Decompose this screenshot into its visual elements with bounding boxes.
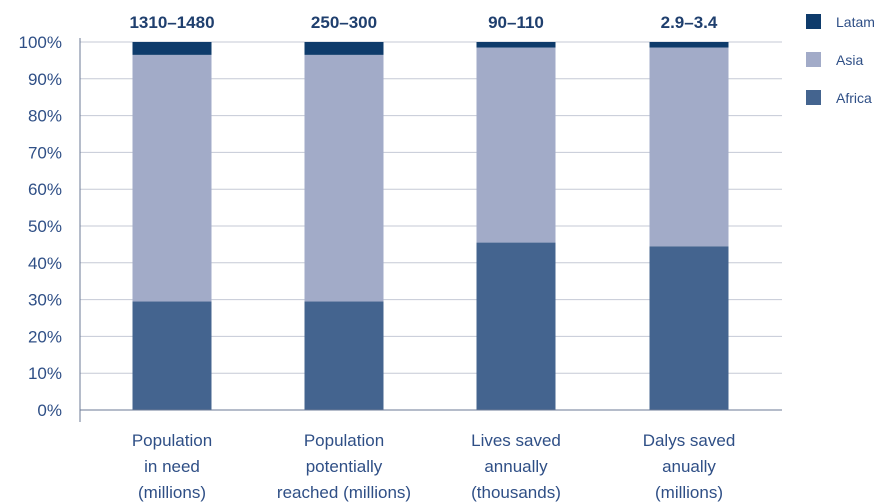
- bar-segment-asia: [649, 47, 729, 247]
- bar-top-labels: 1310–1480 250–300 90–110 2.9–3.4: [129, 13, 717, 32]
- y-tick-label: 40%: [28, 254, 62, 273]
- bar-segment-asia: [304, 54, 384, 302]
- legend: Latam Asia Africa: [806, 14, 875, 106]
- bar-top-label: 250–300: [311, 13, 377, 32]
- legend-swatch-africa: [806, 90, 821, 105]
- y-tick-label: 60%: [28, 180, 62, 199]
- legend-label-latam: Latam: [836, 14, 875, 30]
- y-axis-tick-labels: 0% 10% 20% 30% 40% 50% 60% 70% 80% 90% 100%: [19, 33, 62, 420]
- y-tick-label: 0%: [37, 401, 62, 420]
- y-tick-label: 90%: [28, 70, 62, 89]
- axes: [79, 38, 782, 422]
- category-label: Population in need (millions): [132, 431, 212, 502]
- legend-label-asia: Asia: [836, 52, 863, 68]
- y-tick-label: 70%: [28, 143, 62, 162]
- bar-top-label: 90–110: [488, 13, 544, 32]
- bar-segment-latam: [132, 42, 212, 55]
- bar-segment-asia: [132, 54, 212, 302]
- bar-segment-africa: [132, 301, 212, 410]
- bar-segment-latam: [304, 42, 384, 55]
- y-tick-label: 10%: [28, 364, 62, 383]
- bar-segment-africa: [476, 242, 556, 410]
- category-label: Dalys saved anually (millions): [643, 431, 736, 502]
- category-label: Population potentially reached (millions): [277, 431, 411, 502]
- y-tick-label: 20%: [28, 327, 62, 346]
- category-label: Lives saved annually (thousands): [471, 431, 561, 502]
- bar-segment-latam: [476, 42, 556, 48]
- bar-top-label: 2.9–3.4: [661, 13, 718, 32]
- y-tick-label: 50%: [28, 217, 62, 236]
- bar-segment-africa: [304, 301, 384, 410]
- bars: [132, 42, 729, 410]
- legend-swatch-asia: [806, 52, 821, 67]
- category-labels: Population in need (millions) Population pot…: [132, 431, 735, 502]
- legend-swatch-latam: [806, 14, 821, 29]
- legend-label-africa: Africa: [836, 90, 872, 106]
- bar-segment-latam: [649, 42, 729, 48]
- bar-segment-asia: [476, 47, 556, 243]
- bar-top-label: 1310–1480: [129, 13, 214, 32]
- y-tick-label: 30%: [28, 291, 62, 310]
- y-tick-label: 100%: [19, 33, 62, 52]
- bar-segment-africa: [649, 246, 729, 410]
- y-tick-label: 80%: [28, 107, 62, 126]
